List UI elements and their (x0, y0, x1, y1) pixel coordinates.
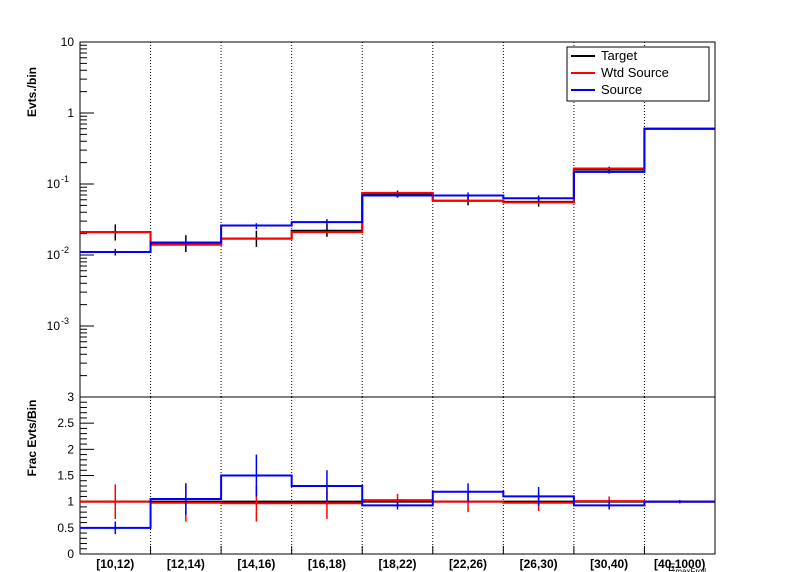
x-tick-label: [10,12) (96, 557, 134, 571)
top-y-tick-exponent: -2 (61, 245, 69, 255)
bottom-y-axis-label: Frac Evts/Bin (25, 400, 39, 477)
target-histogram (80, 127, 715, 246)
top-y-tick-label: 10 (47, 319, 61, 333)
ratio-y-tick-label: 1.5 (57, 469, 74, 483)
legend: Target Wtd Source Source (566, 46, 710, 102)
legend-label-wtd-source: Wtd Source (601, 65, 669, 80)
x-tick-label: [12,14) (167, 557, 205, 571)
ratio-plot-frame (79, 396, 716, 555)
x-tick-label: [30,40) (590, 557, 628, 571)
ratio-source-histogram (80, 474, 715, 529)
x-tick-label: [16,18) (308, 557, 346, 571)
source-histogram (80, 127, 715, 254)
top-y-tick-label: 1 (67, 106, 74, 120)
ratio-y-tick-label: 1 (67, 495, 74, 509)
x-tick-label: [14,16) (237, 557, 275, 571)
ratio-y-tick-label: 2 (67, 442, 74, 456)
legend-label-source: Source (601, 82, 642, 97)
ratio-y-tick-label: 2.5 (57, 416, 74, 430)
ratio-y-tick-label: 0 (67, 547, 74, 561)
x-tick-label: [26,30) (520, 557, 558, 571)
ratio-y-tick-label: 3 (67, 390, 74, 404)
x-tick-label: [40,1000) (654, 557, 705, 571)
top-y-tick-exponent: -3 (61, 316, 69, 326)
top-y-tick-label: 10 (61, 35, 75, 49)
wtd-source-histogram (80, 127, 715, 246)
ratio-y-tick-label: 0.5 (57, 521, 74, 535)
legend-label-target: Target (601, 48, 638, 63)
top-y-tick-label: 10 (47, 177, 61, 191)
top-y-axis-label: Evts./bin (25, 67, 39, 117)
ratio-panel: 0 0.5 1 1.5 2 2.5 3 [10,12) [12,14) [14,16) [16,18… (57, 390, 716, 571)
top-y-tick-exponent: -1 (61, 174, 69, 184)
x-tick-label: [18,22) (378, 557, 416, 571)
top-y-tick-label: 10 (47, 248, 61, 262)
x-axis-label: EmaxFroll (668, 562, 706, 572)
x-tick-label: [22,26) (449, 557, 487, 571)
